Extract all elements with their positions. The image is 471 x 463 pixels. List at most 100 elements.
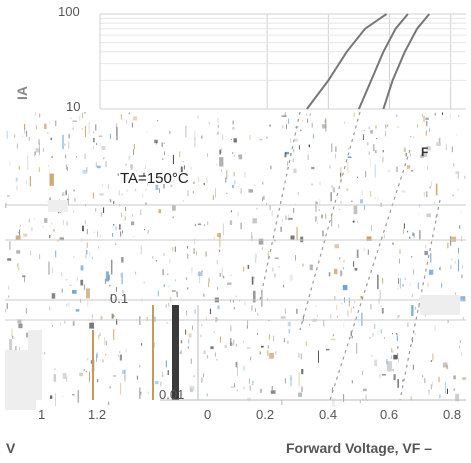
noise-mark-134 bbox=[130, 164, 133, 170]
noise-mark-186 bbox=[230, 342, 232, 346]
noise-mark-578 bbox=[339, 257, 341, 260]
noise-mark-116 bbox=[113, 375, 117, 377]
noise-mark-109 bbox=[285, 151, 290, 155]
noise-mark-133 bbox=[9, 161, 11, 167]
noise-mark-811 bbox=[402, 284, 404, 287]
noise-mark-611 bbox=[274, 273, 276, 278]
noise-mark-21 bbox=[410, 136, 412, 138]
noise-mark-687 bbox=[322, 124, 327, 129]
noise-mark-771 bbox=[194, 238, 196, 245]
noise-mark-538 bbox=[284, 308, 286, 311]
noise-mark-426 bbox=[119, 354, 122, 361]
noise-mark-646 bbox=[360, 295, 363, 299]
noise-mark-563 bbox=[93, 137, 95, 143]
noise-mark-137 bbox=[357, 316, 359, 322]
noise-mark-449 bbox=[70, 117, 72, 119]
noise-mark-822 bbox=[96, 352, 98, 358]
noise-mark-17 bbox=[232, 127, 235, 130]
noise-mark-127 bbox=[377, 274, 379, 290]
noise-mark-94 bbox=[399, 258, 400, 264]
noise-mark-480 bbox=[230, 210, 232, 213]
noise-mark-283 bbox=[332, 334, 334, 337]
noise-mark-857 bbox=[180, 166, 183, 173]
noise-mark-90 bbox=[356, 342, 358, 354]
noise-mark-589 bbox=[220, 169, 222, 172]
noise-mark-319 bbox=[274, 257, 279, 260]
noise-mark-467 bbox=[163, 142, 165, 144]
noise-mark-256 bbox=[243, 387, 245, 390]
noise-mark-760 bbox=[236, 343, 238, 347]
noise-mark-158 bbox=[324, 119, 326, 124]
noise-mark-328 bbox=[452, 240, 454, 243]
noise-mark-295 bbox=[133, 143, 135, 150]
noise-mark-30 bbox=[280, 226, 282, 232]
noise-mark-263 bbox=[24, 124, 26, 130]
noise-mark-744 bbox=[280, 316, 286, 319]
noise-mark-0 bbox=[230, 274, 232, 277]
noise-mark-564 bbox=[289, 274, 293, 281]
noise-mark-98 bbox=[453, 163, 455, 167]
noise-mark-318 bbox=[374, 164, 376, 178]
noise-mark-28 bbox=[82, 170, 88, 174]
noise-mark-523 bbox=[23, 233, 28, 237]
noise-mark-694 bbox=[387, 170, 390, 172]
noise-mark-18 bbox=[368, 151, 370, 155]
noise-mark-105 bbox=[426, 213, 431, 218]
noise-mark-498 bbox=[392, 368, 394, 372]
noise-mark-159 bbox=[55, 393, 56, 407]
noise-mark-268 bbox=[446, 365, 449, 370]
y-tick-0-1: 0.1 bbox=[110, 291, 129, 306]
noise-mark-749 bbox=[108, 401, 110, 406]
noise-mark-774 bbox=[410, 153, 411, 157]
noise-mark-177 bbox=[186, 277, 187, 280]
noise-mark-871 bbox=[428, 269, 434, 275]
noise-mark-808 bbox=[121, 272, 123, 285]
noise-mark-202 bbox=[233, 307, 235, 310]
noise-mark-699 bbox=[73, 210, 75, 212]
noise-mark-152 bbox=[269, 204, 271, 211]
noise-mark-739 bbox=[216, 359, 218, 361]
noise-mark-29 bbox=[183, 165, 185, 170]
noise-mark-686 bbox=[113, 224, 115, 226]
noise-mark-592 bbox=[341, 271, 343, 275]
noise-mark-421 bbox=[66, 221, 68, 225]
noise-mark-890 bbox=[377, 197, 379, 201]
noise-mark-463 bbox=[66, 303, 68, 307]
noise-mark-378 bbox=[380, 329, 382, 334]
noise-mark-241 bbox=[133, 236, 135, 238]
noise-mark-717 bbox=[413, 233, 415, 238]
noise-mark-34 bbox=[18, 267, 20, 271]
noise-mark-750 bbox=[24, 128, 26, 134]
noise-mark-168 bbox=[146, 131, 148, 133]
noise-mark-1 bbox=[409, 282, 411, 286]
noise-mark-672 bbox=[329, 165, 331, 169]
noise-mark-522 bbox=[348, 148, 350, 150]
noise-mark-89 bbox=[300, 236, 304, 243]
noise-mark-447 bbox=[386, 361, 392, 372]
noise-mark-555 bbox=[187, 287, 189, 290]
noise-mark-518 bbox=[397, 125, 399, 128]
noise-mark-296 bbox=[343, 322, 345, 328]
noise-mark-69 bbox=[141, 343, 143, 346]
noise-mark-185 bbox=[86, 288, 90, 299]
noise-mark-636 bbox=[27, 155, 29, 170]
noise-mark-286 bbox=[398, 358, 399, 363]
noise-mark-792 bbox=[50, 395, 53, 399]
noise-mark-716 bbox=[216, 259, 218, 265]
noise-mark-543 bbox=[165, 304, 167, 308]
noise-mark-768 bbox=[203, 183, 205, 185]
noise-mark-289 bbox=[207, 153, 209, 158]
noise-mark-718 bbox=[229, 299, 231, 303]
noise-mark-418 bbox=[231, 342, 233, 347]
noise-mark-839 bbox=[270, 165, 272, 170]
noise-mark-240 bbox=[286, 124, 287, 129]
noise-mark-9 bbox=[206, 355, 208, 359]
noise-mark-529 bbox=[419, 230, 421, 240]
noise-mark-793 bbox=[120, 231, 122, 237]
noise-mark-820 bbox=[88, 122, 90, 134]
noise-mark-780 bbox=[61, 272, 63, 277]
noise-mark-305 bbox=[302, 263, 304, 267]
noise-mark-248 bbox=[26, 332, 28, 338]
noise-mark-370 bbox=[51, 325, 53, 327]
noise-mark-144 bbox=[12, 335, 14, 339]
